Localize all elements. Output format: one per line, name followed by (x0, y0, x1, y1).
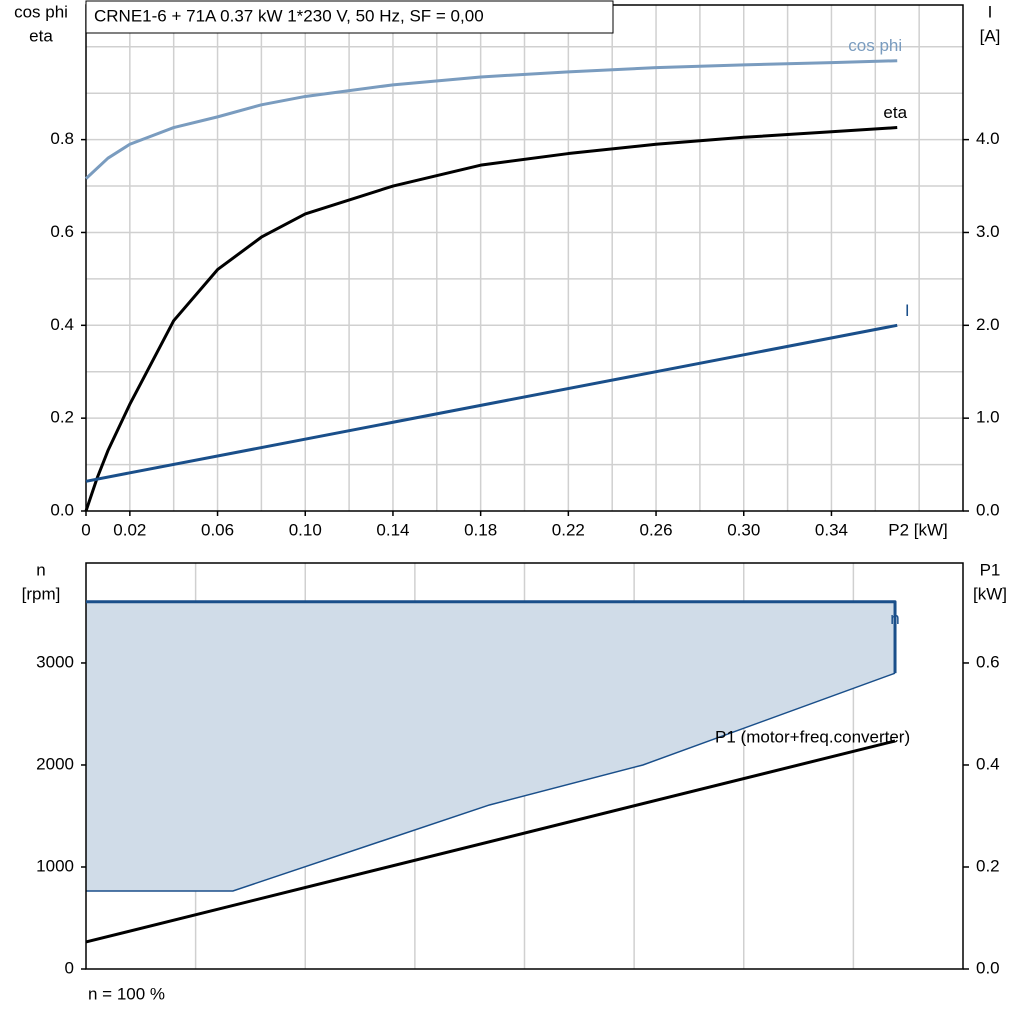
y-tick-label: 0 (65, 958, 74, 977)
y2-tick-label: 0.0 (976, 958, 1000, 977)
y2-tick-label: 0.4 (976, 754, 1000, 773)
y-tick-label: 0.8 (50, 129, 74, 148)
area-lower-edge (86, 672, 896, 892)
x-tick-label: 0.34 (815, 520, 848, 539)
y2-tick-label: 4.0 (976, 129, 1000, 148)
x-tick-label: 0.14 (376, 520, 409, 539)
y2-axis-label: I (988, 2, 993, 21)
series-label: I (905, 301, 910, 320)
x-tick-label: 0.26 (640, 520, 673, 539)
series-label: cos phi (848, 36, 902, 55)
x-tick-label: 0.10 (289, 520, 322, 539)
y-tick-label: 0.6 (50, 222, 74, 241)
y-tick-label: 0.4 (50, 315, 74, 334)
y2-tick-label: 1.0 (976, 408, 1000, 427)
y2-axis-label: [A] (980, 26, 1001, 45)
y-tick-label: 3000 (36, 652, 74, 671)
y2-tick-label: 0.6 (976, 652, 1000, 671)
x-tick-label: 0.30 (727, 520, 760, 539)
y-axis-label: n (36, 560, 45, 579)
footnote: n = 100 % (88, 984, 165, 1003)
x-tick-label: 0.06 (201, 520, 234, 539)
y-tick-label: 1000 (36, 856, 74, 875)
y-tick-label: 0.0 (50, 500, 74, 519)
y2-tick-label: 3.0 (976, 222, 1000, 241)
y-axis-label: cos phi (14, 2, 68, 21)
chart-title: CRNE1-6 + 71A 0.37 kW 1*230 V, 50 Hz, SF… (94, 6, 484, 25)
y2-axis-label: P1 (980, 560, 1001, 579)
series-line (84, 126, 898, 512)
x-tick-label: 0.02 (113, 520, 146, 539)
title-box (85, 0, 614, 34)
series-label: P1 (motor+freq.converter) (715, 727, 910, 746)
series-label: eta (883, 103, 907, 122)
x-tick-label: 0 (81, 520, 90, 539)
y2-tick-label: 0.2 (976, 856, 1000, 875)
series-label: n (890, 609, 899, 628)
y-axis-label: eta (29, 26, 53, 45)
series-line (85, 739, 896, 944)
series-line (86, 600, 897, 674)
y-tick-label: 2000 (36, 754, 74, 773)
x-tick-label: 0.22 (552, 520, 585, 539)
y2-tick-label: 2.0 (976, 315, 1000, 334)
x-axis-label: P2 [kW] (888, 520, 948, 539)
x-tick-label: 0.18 (464, 520, 497, 539)
plot-frame (85, 562, 964, 970)
series-line (85, 323, 898, 483)
series-line (84, 59, 898, 180)
operating-area (86, 601, 896, 891)
y-axis-label: [rpm] (22, 584, 61, 603)
y-tick-label: 0.2 (50, 408, 74, 427)
y2-axis-label: [kW] (973, 584, 1007, 603)
y2-tick-label: 0.0 (976, 500, 1000, 519)
